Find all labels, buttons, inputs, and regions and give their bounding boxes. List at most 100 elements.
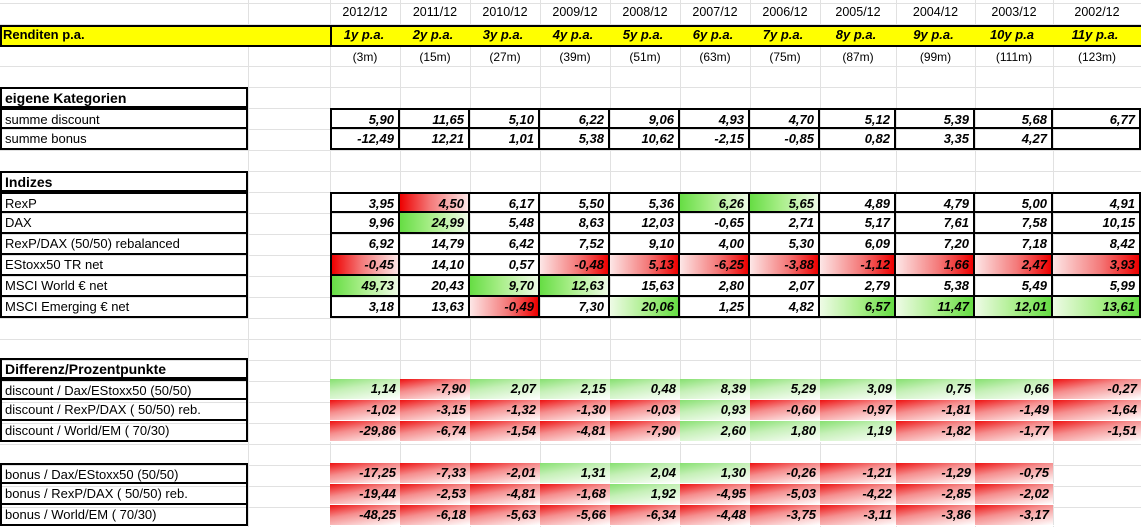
table-cell[interactable]: 0,93	[680, 400, 750, 421]
table-cell[interactable]: 5,48	[470, 213, 540, 234]
table-cell[interactable]: 5,49	[975, 276, 1053, 297]
table-cell[interactable]: 2,80	[680, 276, 750, 297]
period-header-2[interactable]: 3y p.a.	[482, 27, 524, 42]
column-date-8[interactable]: 2004/12	[912, 5, 959, 19]
table-cell[interactable]: 12,03	[610, 213, 680, 234]
column-date-7[interactable]: 2005/12	[835, 5, 881, 19]
table-cell[interactable]: 14,10	[400, 255, 470, 276]
table-cell[interactable]: 5,68	[975, 108, 1053, 129]
month-span-3[interactable]: (39m)	[559, 50, 591, 64]
table-cell[interactable]: 10,15	[1053, 213, 1141, 234]
table-cell[interactable]: -3,15	[400, 400, 470, 421]
table-cell[interactable]: 12,63	[540, 276, 610, 297]
table-cell[interactable]: 6,17	[470, 192, 540, 213]
table-cell[interactable]: -1,54	[470, 421, 540, 442]
table-cell[interactable]: -0,03	[610, 400, 680, 421]
table-cell[interactable]: 5,17	[820, 213, 896, 234]
table-cell[interactable]: -2,15	[680, 129, 750, 150]
table-cell[interactable]: 5,90	[330, 108, 400, 129]
period-header-6[interactable]: 7y p.a.	[762, 27, 804, 42]
table-cell[interactable]: 10,62	[610, 129, 680, 150]
table-cell[interactable]: 8,42	[1053, 234, 1141, 255]
column-date-3[interactable]: 2009/12	[552, 5, 598, 19]
row-label[interactable]: MSCI World € net	[0, 276, 248, 297]
table-cell[interactable]: 4,89	[820, 192, 896, 213]
month-span-0[interactable]: (3m)	[352, 50, 378, 64]
section-differenz[interactable]: Differenz/Prozentpunkte	[0, 358, 248, 379]
table-cell[interactable]: 11,65	[400, 108, 470, 129]
table-cell[interactable]: -17,25	[330, 463, 400, 484]
row-label[interactable]: RexP	[0, 192, 248, 213]
header-title[interactable]: Renditen p.a.	[3, 27, 85, 42]
table-cell[interactable]: -5,63	[470, 505, 540, 526]
table-cell[interactable]: 4,70	[750, 108, 820, 129]
table-cell[interactable]: 24,99	[400, 213, 470, 234]
table-cell[interactable]: -1,30	[540, 400, 610, 421]
table-cell[interactable]: -3,17	[975, 505, 1053, 526]
table-cell[interactable]: -1,68	[540, 484, 610, 505]
table-cell[interactable]: 1,01	[470, 129, 540, 150]
table-cell[interactable]: 11,47	[896, 297, 975, 318]
table-cell[interactable]: -1,64	[1053, 400, 1141, 421]
table-cell[interactable]: 6,77	[1053, 108, 1141, 129]
table-cell[interactable]: -1,21	[820, 463, 896, 484]
row-label[interactable]: discount / RexP/DAX ( 50/50) reb.	[0, 400, 248, 421]
table-cell[interactable]: 9,70	[470, 276, 540, 297]
column-date-6[interactable]: 2006/12	[762, 5, 808, 19]
table-cell[interactable]: 0,48	[610, 379, 680, 400]
table-cell[interactable]: -5,66	[540, 505, 610, 526]
row-label[interactable]: summe bonus	[0, 129, 248, 150]
table-cell[interactable]: 2,07	[750, 276, 820, 297]
row-label[interactable]: MSCI Emerging € net	[0, 297, 248, 318]
table-cell[interactable]: -4,81	[470, 484, 540, 505]
row-label[interactable]: bonus / World/EM ( 70/30)	[0, 505, 248, 526]
table-cell[interactable]: 5,65	[750, 192, 820, 213]
table-cell[interactable]: 12,21	[400, 129, 470, 150]
table-cell[interactable]: -3,86	[896, 505, 975, 526]
table-cell[interactable]: 13,61	[1053, 297, 1141, 318]
table-cell[interactable]: 1,30	[680, 463, 750, 484]
table-cell[interactable]: -2,01	[470, 463, 540, 484]
table-cell[interactable]: 6,22	[540, 108, 610, 129]
row-label[interactable]: EStoxx50 TR net	[0, 255, 248, 276]
table-cell[interactable]: -0,65	[680, 213, 750, 234]
table-cell[interactable]: 5,00	[975, 192, 1053, 213]
table-cell[interactable]: 49,73	[330, 276, 400, 297]
row-label[interactable]: summe discount	[0, 108, 248, 129]
table-cell[interactable]: 4,82	[750, 297, 820, 318]
table-cell[interactable]: -7,90	[400, 379, 470, 400]
table-cell[interactable]: 2,71	[750, 213, 820, 234]
table-cell[interactable]: -1,12	[820, 255, 896, 276]
column-date-1[interactable]: 2011/12	[412, 5, 458, 19]
table-cell[interactable]: -4,48	[680, 505, 750, 526]
table-cell[interactable]: 2,79	[820, 276, 896, 297]
table-cell[interactable]: 1,92	[610, 484, 680, 505]
table-cell[interactable]: 15,63	[610, 276, 680, 297]
table-cell[interactable]: 5,38	[540, 129, 610, 150]
table-cell[interactable]: -12,49	[330, 129, 400, 150]
table-cell[interactable]: 9,06	[610, 108, 680, 129]
table-cell[interactable]: -2,53	[400, 484, 470, 505]
table-cell[interactable]: -4,81	[540, 421, 610, 442]
column-date-10[interactable]: 2002/12	[1074, 5, 1120, 19]
table-cell[interactable]: 1,14	[330, 379, 400, 400]
month-span-4[interactable]: (51m)	[629, 50, 661, 64]
month-span-9[interactable]: (111m)	[995, 50, 1033, 64]
table-cell[interactable]: -6,74	[400, 421, 470, 442]
table-cell[interactable]: 5,12	[820, 108, 896, 129]
table-cell[interactable]: -1,29	[896, 463, 975, 484]
table-cell[interactable]: -0,26	[750, 463, 820, 484]
table-cell[interactable]: 6,42	[470, 234, 540, 255]
table-cell[interactable]: 2,07	[470, 379, 540, 400]
month-span-6[interactable]: (75m)	[769, 50, 801, 64]
section-eigene[interactable]: eigene Kategorien	[0, 87, 248, 108]
table-cell[interactable]: -1,49	[975, 400, 1053, 421]
table-cell[interactable]: -1,32	[470, 400, 540, 421]
period-header-9[interactable]: 10y p.a	[989, 27, 1035, 42]
table-cell[interactable]: 4,00	[680, 234, 750, 255]
table-cell[interactable]: -6,34	[610, 505, 680, 526]
row-label[interactable]: bonus / RexP/DAX ( 50/50) reb.	[0, 484, 248, 505]
row-label[interactable]: RexP/DAX (50/50) rebalanced	[0, 234, 248, 255]
month-span-2[interactable]: (27m)	[489, 50, 521, 64]
table-cell[interactable]	[1053, 505, 1141, 526]
